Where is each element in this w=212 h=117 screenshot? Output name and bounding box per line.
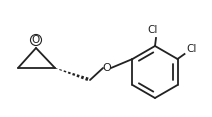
Text: O: O — [32, 35, 40, 45]
Text: Cl: Cl — [148, 25, 158, 35]
Text: O: O — [103, 63, 111, 73]
Text: Cl: Cl — [186, 44, 197, 54]
